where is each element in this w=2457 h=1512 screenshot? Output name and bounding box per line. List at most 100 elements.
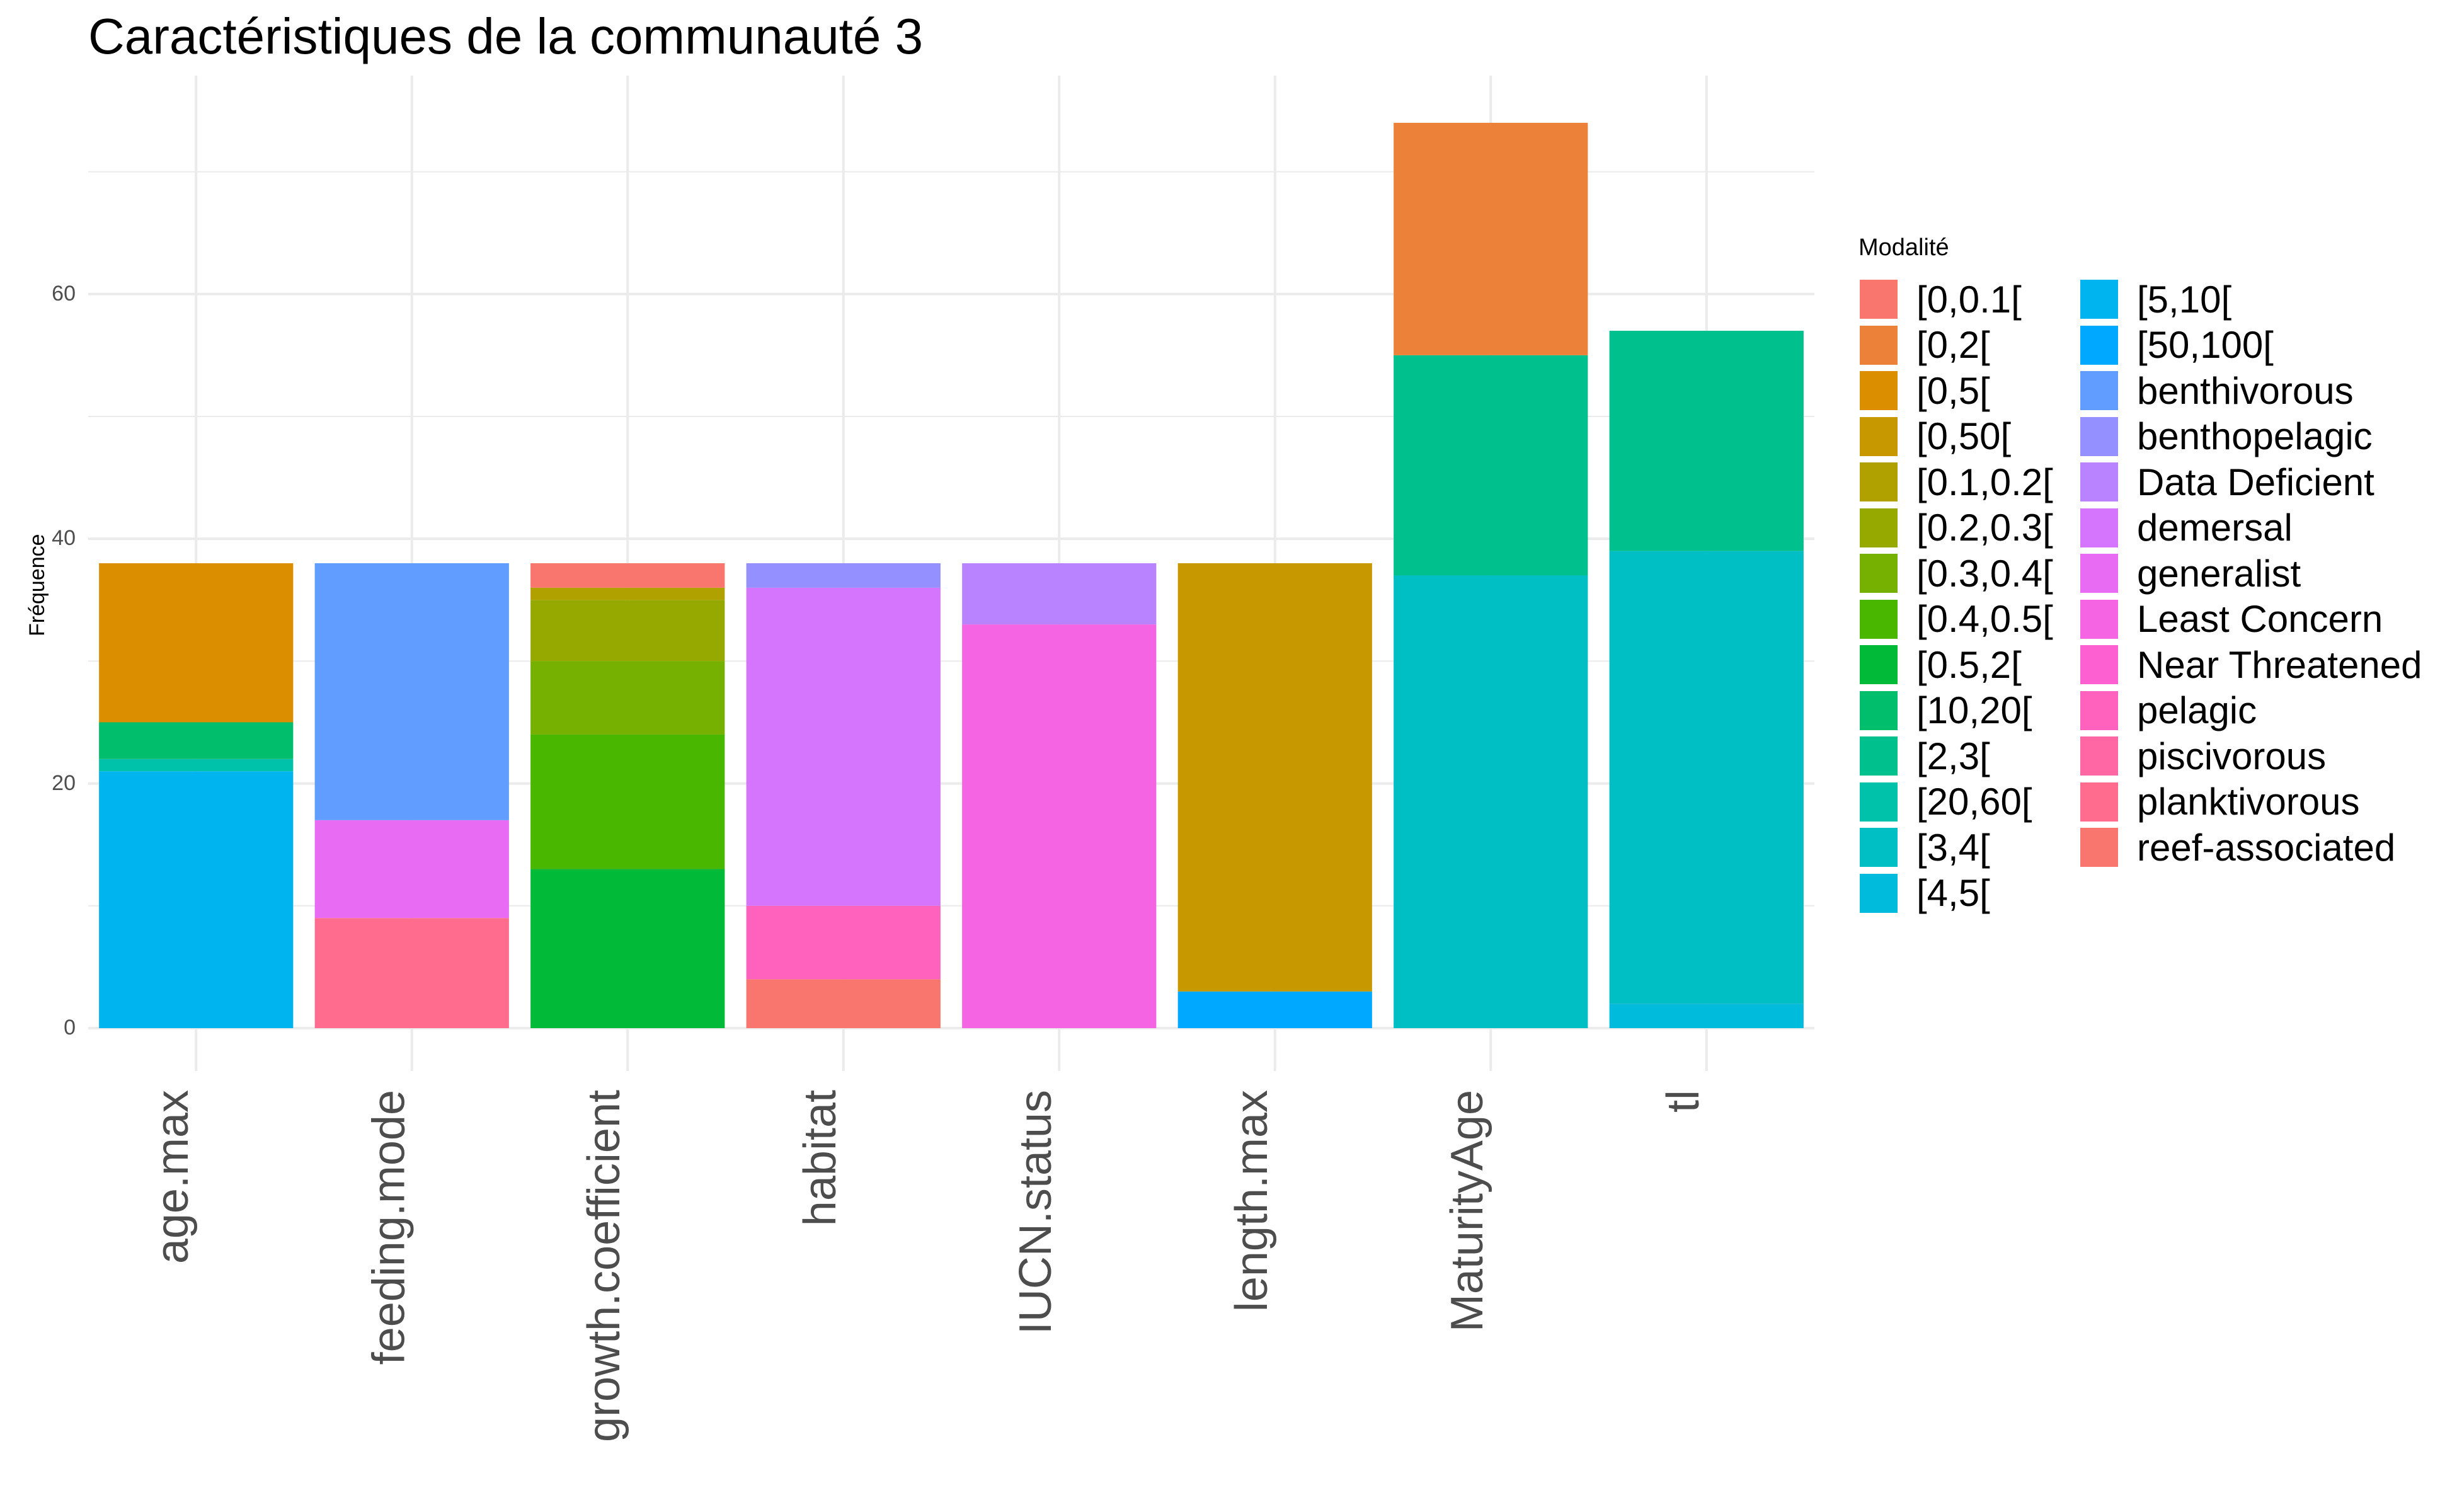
legend-label: [0,2[ (1916, 324, 1990, 366)
legend-swatch (1860, 782, 1898, 822)
legend-swatch (2080, 782, 2118, 822)
bar-segment (746, 563, 941, 588)
legend-label: piscivorous (2137, 735, 2327, 777)
bar-segment (99, 563, 294, 723)
bar-segment (746, 979, 941, 1028)
legend-item: [0,2[ (1860, 323, 1990, 367)
bar-segment (962, 563, 1157, 625)
legend-label: benthivorous (2137, 369, 2354, 412)
legend-label: [50,100[ (2137, 324, 2274, 366)
bar-segment (530, 661, 725, 735)
bar-segment (1609, 1004, 1804, 1028)
y-tick-label: 40 (52, 526, 76, 551)
legend-item: [10,20[ (1860, 689, 2032, 733)
legend-swatch (1860, 873, 1898, 913)
legend-swatch (1860, 508, 1898, 547)
x-tick-label: length.max (1226, 1090, 1277, 1312)
bar-segment (1394, 122, 1588, 355)
legend-item: piscivorous (2080, 734, 2326, 778)
legend-label: [0,0.1[ (1916, 278, 2022, 321)
x-tick-label: tl (1658, 1090, 1709, 1113)
legend-label: Least Concern (2137, 598, 2383, 640)
legend-swatch (2080, 280, 2118, 319)
legend-item: pelagic (2080, 689, 2257, 733)
y-tick-label: 60 (52, 281, 76, 306)
legend-label: [5,10[ (2137, 278, 2232, 321)
legend-label: demersal (2137, 507, 2293, 549)
legend-label: [0.1,0.2[ (1916, 461, 2053, 503)
legend-item: benthivorous (2080, 369, 2354, 413)
legend-label: [0.3,0.4[ (1916, 552, 2053, 595)
x-tick-label: MaturityAge (1442, 1090, 1493, 1332)
legend-swatch (2080, 645, 2118, 684)
legend-label: Near Threatened (2137, 643, 2422, 686)
legend-label: pelagic (2137, 689, 2257, 731)
bar-segment (1394, 355, 1588, 576)
x-tick-label: growth.coefficient (579, 1090, 630, 1442)
y-tick-label: 20 (52, 770, 76, 795)
bar-segment (314, 820, 509, 919)
legend-label: Data Deficient (2137, 461, 2374, 503)
legend-label: [0.4,0.5[ (1916, 598, 2053, 640)
legend-item: [0.4,0.5[ (1860, 597, 2053, 641)
bar-segment (746, 587, 941, 906)
legend-label: planktivorous (2137, 781, 2360, 823)
legend-swatch (2080, 736, 2118, 776)
legend-label: [0.2,0.3[ (1916, 507, 2053, 549)
legend-swatch (2080, 554, 2118, 593)
bar-segment (530, 734, 725, 869)
x-tick-label: feeding.mode (364, 1090, 415, 1365)
bar-segment (1177, 563, 1372, 992)
legend-swatch (1860, 462, 1898, 501)
x-tick-label: IUCN.status (1011, 1090, 1062, 1335)
legend-swatch (1860, 645, 1898, 684)
legend-item: Near Threatened (2080, 643, 2422, 687)
legend-item: Data Deficient (2080, 460, 2374, 504)
legend-label: [0,50[ (1916, 415, 2012, 457)
legend-label: [0,5[ (1916, 369, 1990, 412)
legend-swatch (1860, 736, 1898, 776)
legend-swatch (2080, 599, 2118, 639)
legend-swatch (1860, 599, 1898, 639)
legend-item: [0,5[ (1860, 369, 1990, 413)
bar-segment (530, 869, 725, 1028)
legend-swatch (1860, 416, 1898, 456)
legend-label: [3,4[ (1916, 826, 1990, 869)
legend-swatch (2080, 462, 2118, 501)
bar-segment (746, 905, 941, 980)
legend-item: benthopelagic (2080, 415, 2373, 459)
legend-item: [5,10[ (2080, 277, 2231, 321)
legend-swatch (2080, 416, 2118, 456)
bar-segment (530, 563, 725, 588)
bar-segment (99, 722, 294, 759)
legend-item: Least Concern (2080, 597, 2383, 641)
chart-title: Caractéristiques de la communauté 3 (88, 8, 924, 64)
legend-item: [3,4[ (1860, 825, 1990, 869)
y-tick-label: 0 (64, 1016, 76, 1040)
bar-segment (962, 624, 1157, 1028)
legend-label: [0.5,2[ (1916, 643, 2022, 686)
bar-segment (1609, 331, 1804, 551)
legend-swatch (2080, 690, 2118, 730)
bar-segment (1177, 991, 1372, 1028)
legend-swatch (1860, 828, 1898, 867)
x-tick-label: age.max (147, 1090, 198, 1264)
bars (99, 122, 1804, 1028)
legend-item: [0.2,0.3[ (1860, 506, 2053, 550)
legend-label: benthopelagic (2137, 415, 2373, 457)
legend-title: Modalité (1858, 234, 1949, 261)
legend-swatch (1860, 325, 1898, 365)
legend-swatch (1860, 554, 1898, 593)
legend-swatch (1860, 371, 1898, 410)
legend-swatch (1860, 280, 1898, 319)
legend-item: [0,0.1[ (1860, 277, 2022, 321)
legend-item: reef-associated (2080, 825, 2395, 869)
legend-item: [0.3,0.4[ (1860, 551, 2053, 595)
bar-segment (530, 600, 725, 662)
legend-swatch (2080, 828, 2118, 867)
bar-segment (314, 563, 509, 820)
legend-item: [0.1,0.2[ (1860, 460, 2053, 504)
legend-item: [0.5,2[ (1860, 643, 2022, 687)
legend-swatch (2080, 325, 2118, 365)
